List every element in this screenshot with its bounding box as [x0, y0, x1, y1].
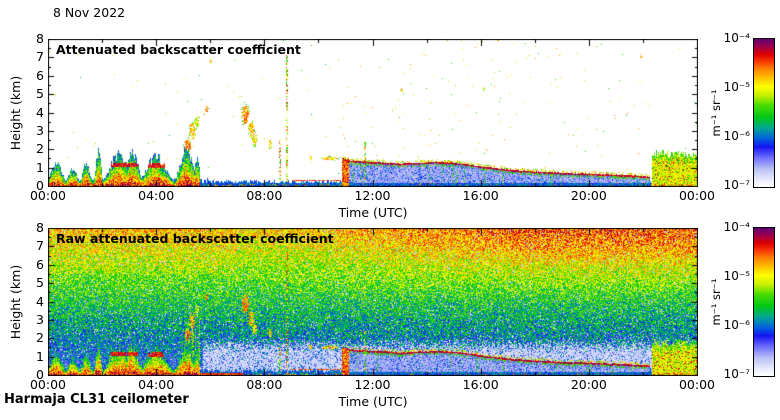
x-tick-label: 08:00 [246, 377, 283, 392]
colorbar-gradient-raw [753, 227, 775, 377]
colorbar-tick-label: 10⁻⁴ [723, 220, 750, 234]
colorbar-tick-label: 10⁻⁵ [723, 269, 750, 283]
y-tick-label: 5 [36, 86, 44, 102]
colorbar-tick-label: 10⁻⁶ [723, 129, 750, 143]
colorbar-gradient-attenuated [753, 38, 775, 188]
x-tick-label: 08:00 [246, 188, 283, 203]
y-tick-label: 2 [36, 330, 44, 346]
x-tick-label: 04:00 [138, 188, 175, 203]
x-axis-label-raw: Time (UTC) [338, 394, 408, 409]
panel-title-raw: Raw attenuated backscatter coefficient [56, 231, 334, 246]
colorbar-tick-label: 10⁻⁵ [723, 80, 750, 94]
y-tick-label: 8 [36, 31, 44, 46]
x-tick-label: 16:00 [462, 188, 499, 203]
y-tick-label: 8 [36, 220, 44, 235]
x-tick-label: 20:00 [570, 377, 607, 392]
y-tick-label: 4 [36, 104, 44, 120]
raw-backscatter-heatmap [48, 228, 698, 376]
colorbar-tick-label: 10⁻⁷ [723, 178, 750, 192]
date-label: 8 Nov 2022 [53, 5, 126, 20]
y-tick-label: 5 [36, 275, 44, 291]
x-tick-label: 04:00 [138, 377, 175, 392]
y-tick-label: 6 [36, 67, 44, 83]
x-axis-label-attenuated: Time (UTC) [338, 205, 408, 220]
y-tick-label: 4 [36, 293, 44, 309]
y-tick-label: 2 [36, 141, 44, 157]
x-tick-label: 12:00 [354, 377, 391, 392]
colorbar-tick-label: 10⁻⁴ [723, 31, 750, 45]
x-tick-label: 00:00 [29, 188, 67, 203]
x-tick-label: 16:00 [462, 377, 499, 392]
y-tick-label: 0 [36, 367, 44, 382]
x-tick-label: 00:00 [678, 377, 716, 392]
x-tick-label: 20:00 [570, 188, 607, 203]
panel-title-attenuated: Attenuated backscatter coefficient [56, 42, 301, 57]
y-axis-label-attenuated: Height (km) [8, 75, 23, 151]
y-tick-label: 3 [36, 122, 44, 138]
x-tick-label: 00:00 [678, 188, 716, 203]
x-tick-label: 00:00 [29, 377, 67, 392]
y-tick-label: 1 [36, 348, 44, 364]
colorbar-tick-label: 10⁻⁷ [723, 367, 750, 381]
colorbar-tick-label: 10⁻⁶ [723, 318, 750, 332]
y-tick-label: 0 [36, 178, 44, 193]
y-axis-label-raw: Height (km) [8, 264, 23, 340]
y-tick-label: 7 [36, 49, 44, 65]
station-footer-label: Harmaja CL31 ceilometer [4, 392, 189, 407]
x-tick-label: 12:00 [354, 188, 391, 203]
y-tick-label: 7 [36, 238, 44, 254]
y-tick-label: 6 [36, 256, 44, 272]
y-tick-label: 3 [36, 311, 44, 327]
y-tick-label: 1 [36, 159, 44, 175]
attenuated-backscatter-heatmap [48, 39, 698, 187]
